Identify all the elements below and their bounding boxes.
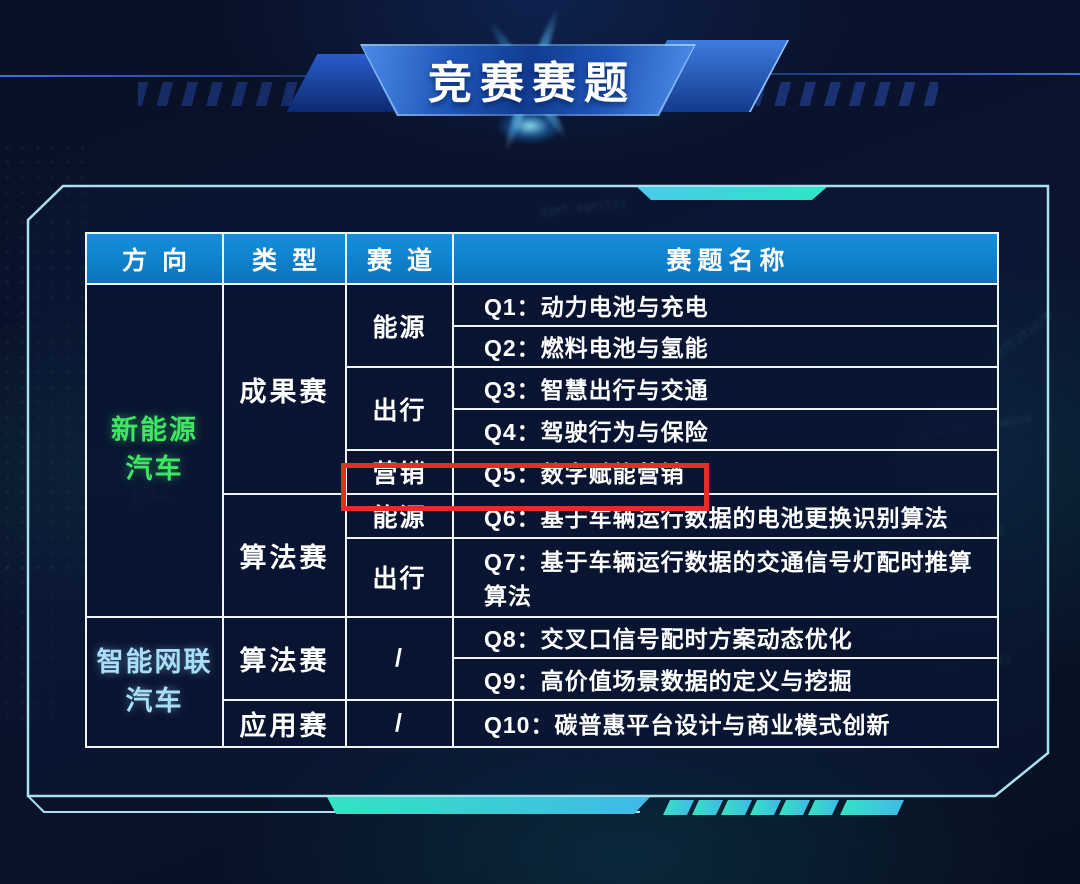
table-row: 应用赛 / Q10：碳普惠平台设计与商业模式创新 [86, 698, 999, 749]
dot-texture [0, 560, 60, 730]
topic-q9: Q9：高价值场景数据的定义与挖掘 [452, 657, 999, 701]
track-algo-travel: 出行 [345, 536, 454, 618]
type-application: 应用赛 [222, 698, 347, 749]
track-slash-app: / [345, 698, 454, 749]
highlight-red-box [341, 463, 709, 511]
topic-q3: Q3：智慧出行与交通 [452, 366, 999, 410]
track-travel: 出行 [345, 366, 454, 452]
topic-q5: Q5：数字赋能营销 [452, 449, 999, 496]
direction-nev: 新能源 汽车 [85, 283, 224, 618]
header-topic: 赛题名称 [452, 232, 999, 285]
header-type: 类型 [222, 232, 347, 285]
dot-texture [0, 140, 85, 570]
topic-q7: Q7：基于车辆运行数据的交通信号灯配时推算算法 [452, 536, 999, 618]
type-algorithm-icv: 算法赛 [222, 615, 347, 701]
table-row: 新能源 汽车 成果赛 能源 Q1：动力电池与充电 [85, 282, 999, 618]
track-energy: 能源 [345, 282, 454, 369]
top-teal-trapezoid [637, 187, 827, 200]
table-row: Q2：燃料电池与氢能 [86, 324, 999, 369]
table-row: 出行 Q7：基于车辆运行数据的交通信号灯配时推算算法 [86, 536, 999, 618]
type-achievement: 成果赛 [222, 282, 347, 496]
topic-q8: Q8：交叉口信号配时方案动态优化 [452, 615, 999, 660]
topic-q1: Q1：动力电池与充电 [452, 283, 999, 327]
type-algorithm-nev: 算法赛 [222, 493, 347, 618]
topic-q10: Q10：碳普惠平台设计与商业模式创新 [452, 698, 999, 749]
header-track: 赛道 [345, 232, 454, 285]
table-header-row: 方向 类型 赛道 赛题名称 [85, 232, 999, 285]
table-row: Q9：高价值场景数据的定义与挖掘 [86, 657, 999, 701]
track-algo-energy: 能源 [345, 493, 454, 539]
track-slash-algo: / [345, 615, 454, 701]
direction-icv: 智能网联 汽车 [85, 615, 224, 749]
table-row: 智能网联 汽车 算法赛 / Q8：交叉口信号配时方案动态优化 [85, 615, 999, 749]
bottom-tick-marks [663, 800, 904, 815]
topic-q6: Q6：基于车辆运行数据的电池更换识别算法 [452, 493, 999, 539]
bottom-teal-bar [327, 797, 650, 814]
table-row: Q4：驾驶行为与保险 [86, 407, 999, 452]
header-direction: 方向 [85, 232, 224, 285]
topic-q4: Q4：驾驶行为与保险 [452, 407, 999, 452]
table-row: 出行 Q3：智慧出行与交通 [86, 366, 999, 452]
table-row: 算法赛 能源 Q6：基于车辆运行数据的电池更换识别算法 [86, 493, 999, 618]
topic-q2: Q2：燃料电池与氢能 [452, 324, 999, 369]
